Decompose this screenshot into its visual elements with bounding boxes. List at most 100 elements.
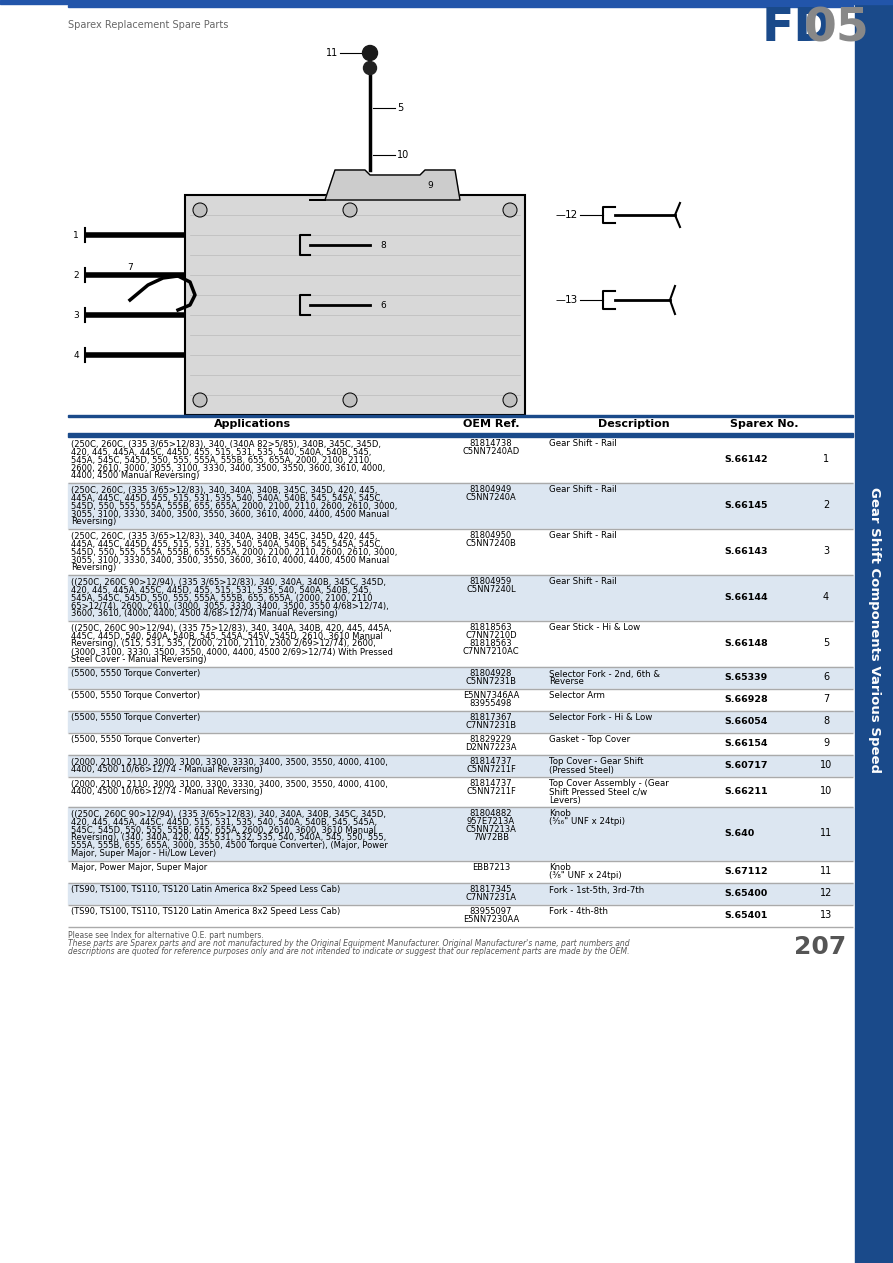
- Text: (5500, 5550 Torque Convertor): (5500, 5550 Torque Convertor): [71, 692, 200, 701]
- Text: 545D, 550, 555, 555A, 555B, 655, 655A, 2000, 2100, 2110, 2600, 2610, 3000,: 545D, 550, 555, 555A, 555B, 655, 655A, 2…: [71, 501, 397, 510]
- Text: 81804959: 81804959: [470, 577, 512, 586]
- Text: C5NN7240B: C5NN7240B: [465, 539, 516, 548]
- Text: Applications: Applications: [213, 419, 290, 429]
- Text: Gasket - Top Cover: Gasket - Top Cover: [549, 735, 630, 744]
- Text: S.66928: S.66928: [724, 695, 768, 703]
- Text: ((250C, 260C 90>12/94), (335 3/65>12/83), 340, 340A, 340B, 345C, 345D,: ((250C, 260C 90>12/94), (335 3/65>12/83)…: [71, 577, 386, 586]
- Text: E5NN7230AA: E5NN7230AA: [463, 916, 519, 925]
- Polygon shape: [310, 171, 460, 200]
- Text: 9: 9: [823, 739, 829, 749]
- Text: 3055, 3100, 3330, 3400, 3500, 3550, 3600, 3610, 4000, 4400, 4500 Manual: 3055, 3100, 3330, 3400, 3500, 3550, 3600…: [71, 556, 389, 565]
- Text: 81804949: 81804949: [470, 485, 512, 495]
- Text: —: —: [555, 210, 565, 220]
- Text: S.66154: S.66154: [724, 739, 767, 748]
- Text: Selector Arm: Selector Arm: [549, 692, 605, 701]
- Bar: [68, 5, 853, 6]
- Text: 957E7213A: 957E7213A: [467, 817, 515, 826]
- Text: OEM Ref.: OEM Ref.: [463, 419, 519, 429]
- Text: 555A, 555B, 655, 655A, 3000, 3550, 4500 Torque Converter), (Major, Power: 555A, 555B, 655, 655A, 3000, 3550, 4500 …: [71, 841, 388, 850]
- Text: (TS90, TS100, TS110, TS120 Latin America 8x2 Speed Less Cab): (TS90, TS100, TS110, TS120 Latin America…: [71, 908, 340, 917]
- Text: 3: 3: [73, 311, 79, 320]
- Text: (2000, 2100, 2110, 3000, 3100, 3300, 3330, 3400, 3500, 3550, 4000, 4100,: (2000, 2100, 2110, 3000, 3100, 3300, 333…: [71, 758, 388, 767]
- Circle shape: [193, 393, 207, 407]
- Text: (5500, 5550 Torque Converter): (5500, 5550 Torque Converter): [71, 714, 200, 722]
- Text: C5NN7211F: C5NN7211F: [466, 765, 516, 774]
- Text: Selector Fork - Hi & Low: Selector Fork - Hi & Low: [549, 714, 652, 722]
- Text: Sparex No.: Sparex No.: [730, 419, 798, 429]
- Text: 4: 4: [73, 351, 79, 360]
- Text: C5NN7240L: C5NN7240L: [466, 586, 516, 595]
- Bar: [68, 883, 853, 904]
- Text: 7W72BB: 7W72BB: [473, 834, 509, 842]
- Text: 11: 11: [820, 829, 832, 839]
- Text: Reversing), (340, 340A, 420, 445, 531, 532, 535, 540, 540A, 545, 550, 555,: Reversing), (340, 340A, 420, 445, 531, 5…: [71, 834, 387, 842]
- Text: C5NN7213A: C5NN7213A: [465, 826, 516, 835]
- Text: Gear Shift - Rail: Gear Shift - Rail: [549, 440, 617, 448]
- Circle shape: [363, 45, 378, 61]
- Text: 445A, 445C, 445D, 455, 515, 531, 535, 540, 540A, 540B, 545, 545A, 545C,: 445A, 445C, 445D, 455, 515, 531, 535, 54…: [71, 539, 383, 548]
- Text: (5500, 5550 Torque Converter): (5500, 5550 Torque Converter): [71, 669, 200, 678]
- Text: descriptions are quoted for reference purposes only and are not intended to indi: descriptions are quoted for reference pu…: [68, 947, 630, 956]
- Circle shape: [343, 393, 357, 407]
- Text: 81818563: 81818563: [470, 639, 513, 648]
- Text: 5: 5: [822, 639, 829, 648]
- Text: 3055, 3100, 3330, 3400, 3500, 3550, 3600, 3610, 4000, 4400, 4500 Manual: 3055, 3100, 3330, 3400, 3500, 3550, 3600…: [71, 509, 389, 519]
- Text: S.66142: S.66142: [724, 455, 768, 464]
- Text: 81818563: 81818563: [470, 624, 513, 633]
- Text: S.66148: S.66148: [724, 639, 768, 648]
- Bar: [68, 437, 853, 482]
- Text: 5: 5: [397, 104, 404, 112]
- Text: S.66143: S.66143: [724, 547, 767, 556]
- Text: ((250C, 260C 90>12/94), (335 3/65>12/83), 340, 340A, 340B, 345C, 345D,: ((250C, 260C 90>12/94), (335 3/65>12/83)…: [71, 810, 386, 818]
- Text: Reversing), (515, 531, 535, (2000, 2100, 2110, 2300 2/69>12/74), 2600,: Reversing), (515, 531, 535, (2000, 2100,…: [71, 639, 376, 648]
- Bar: [68, 667, 853, 688]
- Text: 10: 10: [820, 787, 832, 797]
- Text: S.66145: S.66145: [724, 501, 767, 510]
- Text: Major, Power Major, Super Major: Major, Power Major, Super Major: [71, 864, 207, 873]
- Text: S.65401: S.65401: [724, 911, 767, 919]
- Bar: [68, 754, 853, 777]
- Text: 6: 6: [823, 672, 829, 682]
- Text: C5NN7211F: C5NN7211F: [466, 788, 516, 797]
- Text: Fork - 4th-8th: Fork - 4th-8th: [549, 908, 608, 917]
- Bar: [68, 777, 853, 807]
- Text: 10: 10: [820, 760, 832, 770]
- Text: 420, 445, 445A, 455C, 445D, 455, 515, 531, 535, 540, 540A, 540B, 545,: 420, 445, 445A, 455C, 445D, 455, 515, 53…: [71, 586, 371, 595]
- Text: Gear Shift - Rail: Gear Shift - Rail: [549, 485, 617, 495]
- Text: D2NN7223A: D2NN7223A: [465, 744, 517, 753]
- Text: 81817367: 81817367: [470, 714, 513, 722]
- Text: 10: 10: [397, 150, 409, 160]
- Text: —: —: [555, 296, 565, 304]
- Text: 9: 9: [427, 181, 433, 189]
- Text: Reverse: Reverse: [549, 677, 584, 687]
- Text: 81804928: 81804928: [470, 669, 513, 678]
- Circle shape: [343, 203, 357, 217]
- Bar: [185, 195, 525, 416]
- Circle shape: [363, 62, 377, 75]
- Bar: [68, 688, 853, 711]
- Text: C7NN7210AC: C7NN7210AC: [463, 648, 520, 657]
- Text: 4: 4: [823, 592, 829, 602]
- Text: (250C, 260C, (335 3/65>12/83), 340, 340A, 340B, 345C, 345D, 420, 445,: (250C, 260C, (335 3/65>12/83), 340, 340A…: [71, 485, 378, 495]
- Text: Gear Shift - Rail: Gear Shift - Rail: [549, 532, 617, 541]
- Text: (250C, 260C, (335 3/65>12/83), 340, 340A, 340B, 345C, 345D, 420, 445,: (250C, 260C, (335 3/65>12/83), 340, 340A…: [71, 532, 378, 541]
- Text: S.65400: S.65400: [724, 889, 767, 898]
- Text: 81814737: 81814737: [470, 758, 513, 767]
- Text: 81804950: 81804950: [470, 532, 512, 541]
- Text: (2000, 2100, 2110, 3000, 3100, 3300, 3330, 3400, 3500, 3550, 4000, 4100,: (2000, 2100, 2110, 3000, 3100, 3300, 333…: [71, 779, 388, 788]
- Bar: [68, 528, 853, 575]
- Bar: [68, 711, 853, 733]
- Text: (Pressed Steel): (Pressed Steel): [549, 765, 613, 774]
- Bar: [68, 433, 853, 437]
- Text: 13: 13: [564, 296, 578, 304]
- Text: C7NN7210D: C7NN7210D: [465, 632, 517, 640]
- Text: 2: 2: [73, 270, 79, 279]
- Text: 65>12/74), 2600, 2610, (3000, 3055, 3330, 3400, 3500, 3550 4/68>12/74),: 65>12/74), 2600, 2610, (3000, 3055, 3330…: [71, 601, 388, 610]
- Text: Top Cover - Gear Shift: Top Cover - Gear Shift: [549, 758, 644, 767]
- Text: Levers): Levers): [549, 796, 580, 805]
- Text: S.66054: S.66054: [724, 717, 767, 726]
- Text: Knob: Knob: [549, 810, 571, 818]
- Text: 545A, 545C, 545D, 550, 555, 555A, 555B, 655, 655A, (2000, 2100, 2110: 545A, 545C, 545D, 550, 555, 555A, 555B, …: [71, 594, 372, 602]
- Text: ((250C, 260C 90>12/94), (335 75>12/83), 340, 340A, 340B, 420, 445, 445A,: ((250C, 260C 90>12/94), (335 75>12/83), …: [71, 624, 392, 633]
- Text: Selector Fork - 2nd, 6th &: Selector Fork - 2nd, 6th &: [549, 669, 660, 678]
